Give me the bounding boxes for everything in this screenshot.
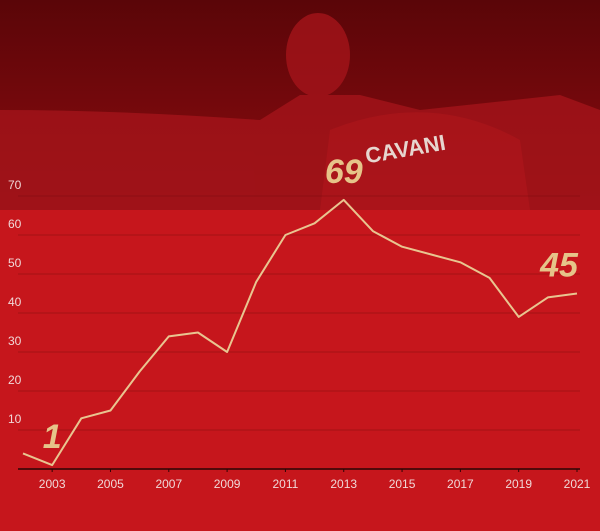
y-tick-label: 40 xyxy=(8,295,22,309)
x-tick-label: 2005 xyxy=(97,477,124,491)
x-tick-label: 2021 xyxy=(564,477,591,491)
photo-figures xyxy=(0,13,600,210)
y-tick-label: 60 xyxy=(8,217,22,231)
x-tick-label: 2011 xyxy=(273,477,299,491)
y-tick-label: 70 xyxy=(8,178,22,192)
data-label: 69 xyxy=(325,153,363,191)
x-tick-label: 2017 xyxy=(447,477,474,491)
y-tick-label: 30 xyxy=(8,334,22,348)
y-tick-label: 50 xyxy=(8,256,22,270)
y-tick-label: 20 xyxy=(8,373,22,387)
data-line xyxy=(22,198,578,467)
y-tick-label: 10 xyxy=(8,412,22,426)
x-tick-label: 2019 xyxy=(505,477,532,491)
data-label: 45 xyxy=(539,246,579,284)
x-tick-label: 2007 xyxy=(155,477,182,491)
x-tick-label: 2003 xyxy=(39,477,66,491)
data-label: 1 xyxy=(43,418,62,456)
x-tick-label: 2009 xyxy=(214,477,241,491)
x-tick-label: 2013 xyxy=(330,477,357,491)
x-tick-label: 2015 xyxy=(389,477,416,491)
